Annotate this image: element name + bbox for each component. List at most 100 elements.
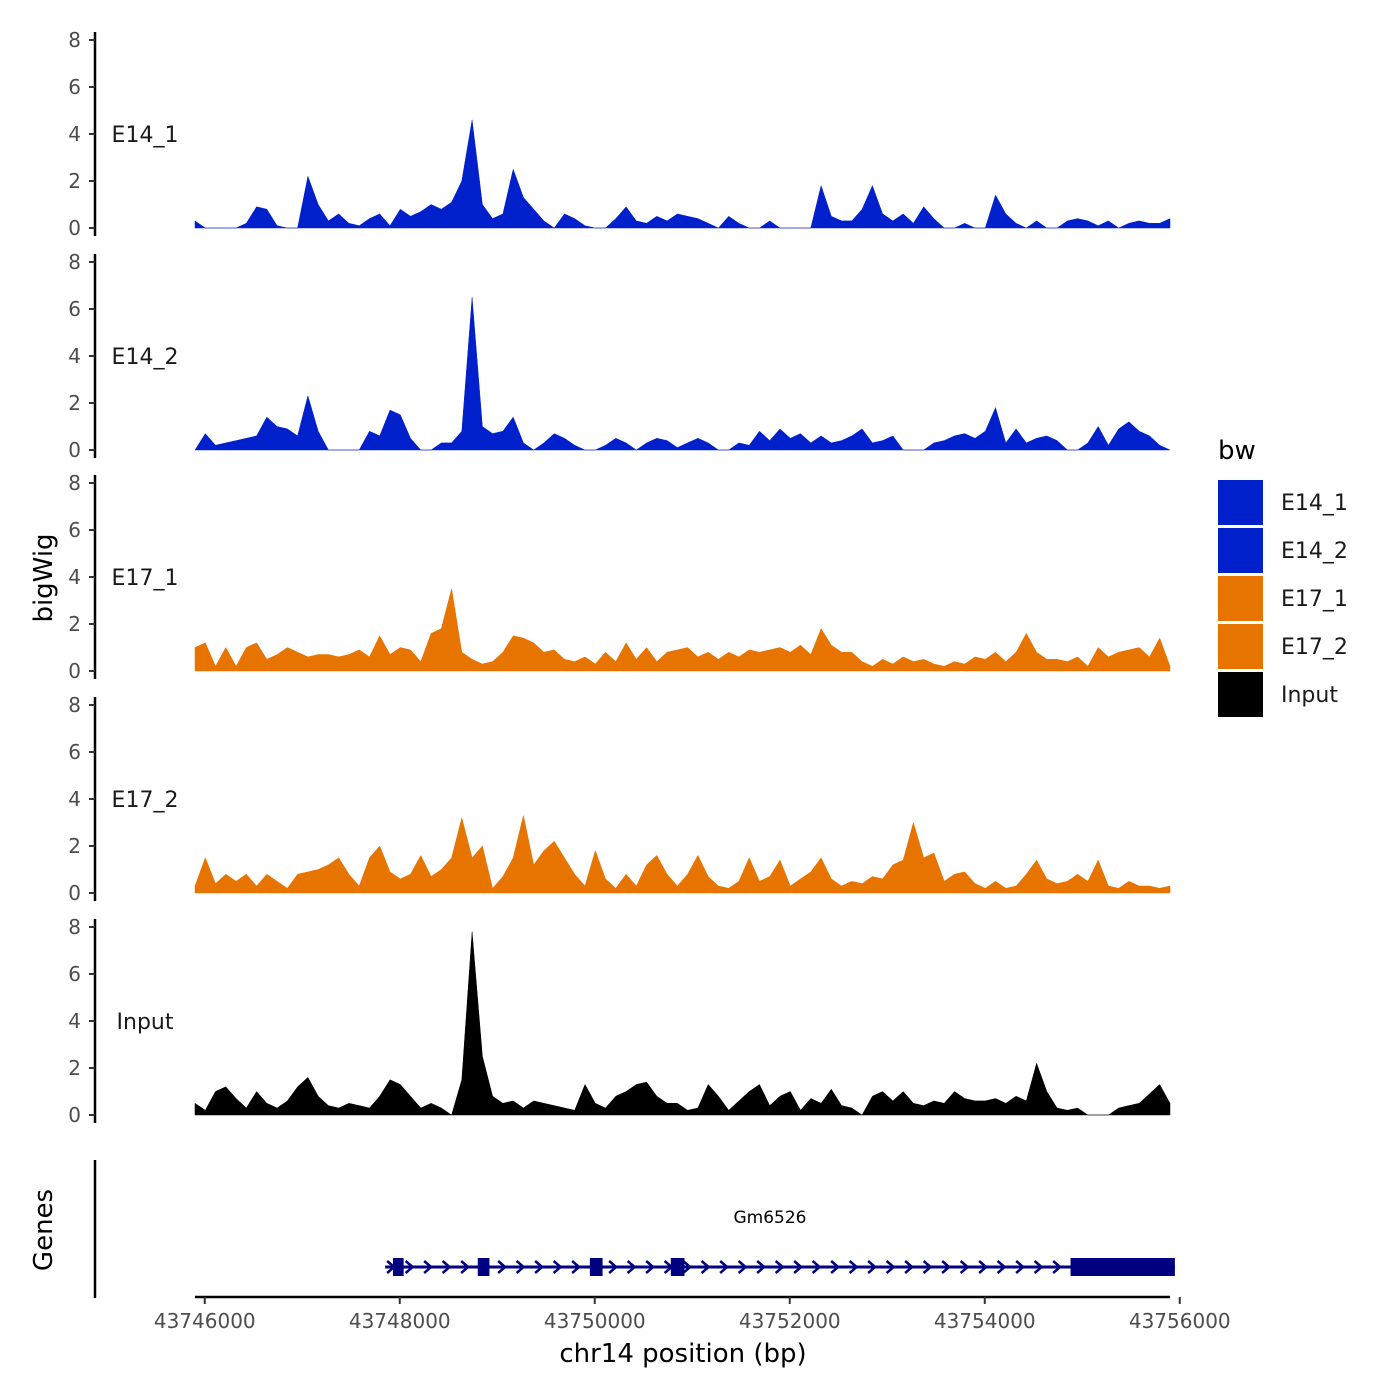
gene-label: Gm6526 [734,1208,807,1228]
y-tick-label: 2 [68,834,81,858]
legend-label-e17_2: E17_2 [1281,635,1348,660]
y-tick-label: 0 [68,881,81,905]
legend-label-input: Input [1281,683,1338,708]
strand-arrow [959,1260,970,1274]
strand-arrow [830,1260,841,1274]
coverage-area-e17_2 [194,815,1171,894]
strand-arrow [1033,1260,1044,1274]
strand-arrow [460,1260,471,1274]
y-tick-label: 6 [68,962,81,986]
strand-arrow [497,1260,508,1274]
strand-arrow [626,1260,637,1274]
strand-arrow [719,1260,730,1274]
gene-exon [589,1258,603,1276]
y-tick-label: 8 [68,693,81,717]
legend-key-input [1218,672,1263,717]
legend-title: bw [1218,436,1256,466]
coverage-area-input [194,931,1171,1116]
x-tick-label: 43754000 [934,1309,1036,1333]
x-axis: 43746000 43748000 43750000 43752000 43754000… [154,1295,1231,1333]
coverage-area-e14_1 [194,119,1171,229]
legend-label-e17_1: E17_1 [1281,587,1348,612]
x-tick-label: 43750000 [544,1309,646,1333]
strand-arrow [922,1260,933,1274]
strand-arrow [941,1260,952,1274]
y-tick-label: 6 [68,518,81,542]
y-tick-label: 2 [68,612,81,636]
y-tick-label: 8 [68,471,81,495]
legend-key-e14_1 [1218,480,1263,525]
strand-arrow [645,1260,656,1274]
strand-arrow [608,1260,619,1274]
y-axis-title: bigWig [29,533,59,622]
gene-panel: Gm6526 [93,1160,1175,1298]
strand-arrow [885,1260,896,1274]
gene-exon [670,1258,685,1276]
y-tick-label: 2 [68,169,81,193]
track-e14_1: 0 2 4 6 8 E14_1 [68,28,1171,240]
y-tick-label: 8 [68,915,81,939]
y-tick-label: 6 [68,740,81,764]
x-axis-title: chr14 position (bp) [559,1339,806,1369]
genes-panel-title: Genes [29,1189,59,1271]
track-e14_2: 0 2 4 6 8 E14_2 [68,250,1171,462]
strand-arrow [1052,1260,1063,1274]
y-tick-label: 6 [68,297,81,321]
y-tick-label: 0 [68,438,81,462]
strand-arrow [996,1260,1007,1274]
x-tick-label: 43748000 [349,1309,451,1333]
gene-exon [392,1258,404,1276]
strand-arrow [423,1260,434,1274]
strand-arrow [867,1260,878,1274]
track-label: E14_1 [112,123,179,148]
legend: bw E14_1 E14_2 E17_1 E17_2 Input [1218,436,1348,717]
y-tick-label: 6 [68,75,81,99]
y-tick-label: 4 [68,565,81,589]
track-input: 0 2 4 6 8 Input [68,915,1171,1127]
legend-key-e14_2 [1218,528,1263,573]
legend-key-e17_1 [1218,576,1263,621]
strand-arrow [700,1260,711,1274]
legend-label-e14_1: E14_1 [1281,491,1348,516]
track-label: E17_2 [112,788,179,813]
strand-arrow [441,1260,452,1274]
track-label: E14_2 [112,345,179,370]
y-tick-label: 4 [68,787,81,811]
y-tick-label: 4 [68,1009,81,1033]
gene-exon [477,1258,490,1276]
coverage-area-e14_2 [194,297,1171,451]
y-tick-label: 0 [68,216,81,240]
y-tick-label: 2 [68,1056,81,1080]
strand-arrow [774,1260,785,1274]
strand-arrow [811,1260,822,1274]
strand-arrow [552,1260,563,1274]
track-e17_2: 0 2 4 6 8 E17_2 [68,693,1171,905]
strand-arrow [682,1260,693,1274]
strand-arrow [515,1260,526,1274]
strand-arrow [756,1260,767,1274]
y-tick-label: 4 [68,344,81,368]
y-tick-label: 8 [68,28,81,52]
strand-arrow [571,1260,582,1274]
strand-arrow [404,1260,415,1274]
x-tick-label: 43752000 [739,1309,841,1333]
legend-key-e17_2 [1218,624,1263,669]
x-tick-label: 43756000 [1129,1309,1231,1333]
legend-label-e14_2: E14_2 [1281,539,1348,564]
strand-arrow [793,1260,804,1274]
strand-arrow [737,1260,748,1274]
y-tick-label: 8 [68,250,81,274]
coverage-area-e17_1 [194,588,1171,672]
y-tick-label: 2 [68,391,81,415]
x-tick-label: 43746000 [154,1309,256,1333]
track-label: E17_1 [112,566,179,591]
track-e17_1: 0 2 4 6 8 E17_1 [68,471,1171,683]
strand-arrow [978,1260,989,1274]
strand-arrow [904,1260,915,1274]
coverage-tracks: 0 2 4 6 8 E14_1 0 2 4 6 8 E14_2 0 2 4 6 8 E17_1 0 2 4 6 8 E17_2… [68,28,1171,1127]
strand-arrow [1015,1260,1026,1274]
track-label: Input [117,1010,174,1035]
strand-arrow [848,1260,859,1274]
gene-exon [1070,1258,1175,1276]
